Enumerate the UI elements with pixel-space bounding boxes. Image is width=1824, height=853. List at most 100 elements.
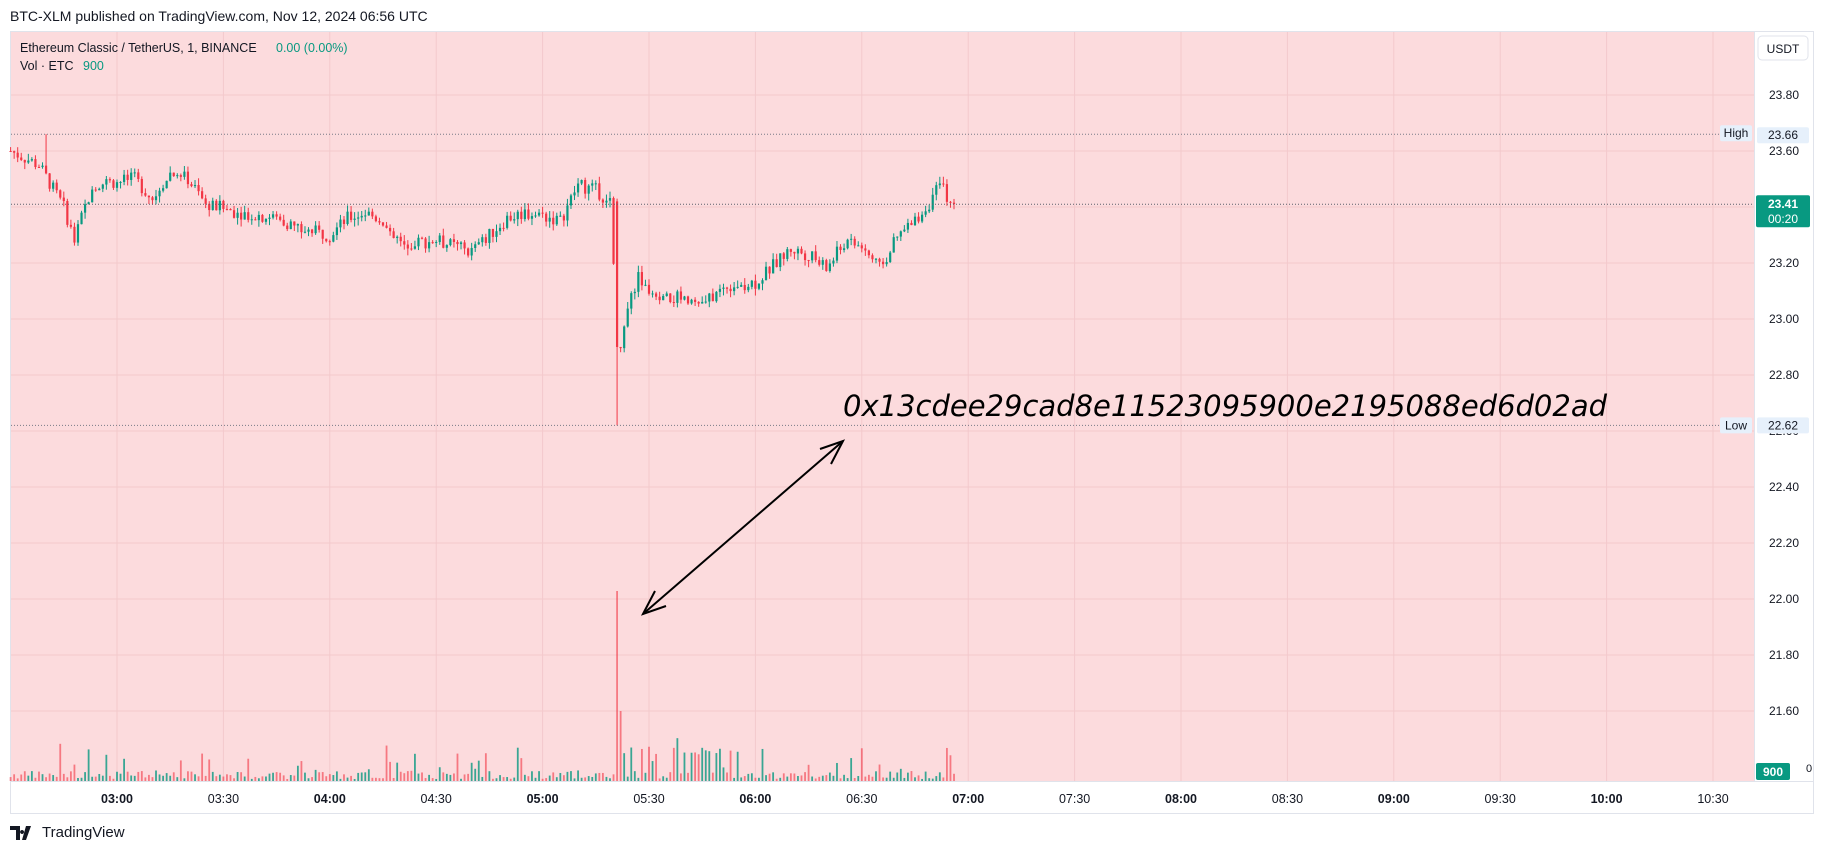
volume-bar (782, 773, 785, 781)
candle-body (452, 239, 456, 242)
volume-bar (346, 777, 349, 781)
low-marker-label-box (1720, 417, 1752, 434)
candle-body (346, 211, 349, 225)
volume-bar (807, 764, 810, 781)
candle-body (491, 228, 495, 237)
candle-body (651, 293, 654, 295)
candle-body (474, 244, 477, 248)
candle-body (619, 347, 622, 349)
volume-bar (55, 776, 58, 781)
candle-body (197, 185, 200, 192)
candle-body (264, 218, 268, 222)
candle-body (520, 211, 523, 220)
candle-body (701, 301, 704, 304)
candle-body (502, 227, 505, 229)
candle-body (587, 185, 590, 194)
time-tick-label: 06:00 (739, 792, 771, 806)
candle-body (286, 225, 289, 230)
volume-bar (201, 753, 204, 781)
candle-body (360, 215, 363, 218)
volume-bar (477, 760, 480, 781)
candle-body (321, 229, 324, 239)
candle-body (133, 172, 136, 174)
volume-bar (105, 754, 108, 781)
volume-bar (481, 776, 484, 781)
candle-body (172, 172, 175, 177)
volume-bar (27, 775, 30, 781)
time-tick-label: 03:00 (101, 792, 133, 806)
volume-bar (367, 769, 370, 781)
candle-body (144, 193, 147, 196)
candle-body (169, 172, 172, 181)
annotation-text[interactable]: 0x13cdee29cad8e11523095900e2195088ed6d02… (843, 389, 1608, 423)
legend-volume-value: 900 (83, 59, 104, 73)
candle-body (318, 225, 321, 230)
candle-body (435, 242, 438, 244)
volume-bar (215, 776, 218, 781)
candle-body (183, 171, 186, 177)
candle-body (690, 299, 693, 304)
volume-bar (449, 774, 452, 781)
candle-body (59, 190, 62, 198)
candle-body (889, 252, 892, 263)
volume-bar (364, 772, 367, 781)
candle-body (158, 190, 161, 197)
candle-body (332, 235, 335, 242)
volume-bar (410, 770, 413, 781)
volume-bar (623, 753, 626, 781)
candle-body (506, 215, 509, 228)
low-marker-value-box (1757, 417, 1809, 434)
volume-bar (236, 772, 239, 781)
candle-body (232, 210, 236, 218)
candle-body (396, 236, 399, 238)
volume-bar (424, 778, 427, 781)
currency-button[interactable] (1757, 35, 1809, 61)
volume-bar (339, 778, 342, 781)
candle-body (644, 284, 647, 286)
volume-bar (137, 771, 140, 781)
volume-bar (69, 771, 72, 781)
volume-bar (484, 753, 487, 781)
price-tick-label: 22.00 (1769, 592, 1799, 606)
volume-bar (566, 771, 569, 781)
volume-bar (683, 752, 686, 781)
candle-body (378, 221, 381, 223)
candle-body (83, 204, 87, 213)
candle-body (715, 291, 718, 302)
volume-bar (892, 777, 895, 781)
candle-body (722, 287, 725, 289)
annotation-arrow[interactable] (642, 440, 844, 615)
volume-bar (538, 771, 540, 781)
volume-bar (555, 777, 558, 781)
candle-body (325, 238, 328, 242)
candle-body (807, 260, 810, 262)
volume-bar (694, 752, 697, 781)
volume-bar (247, 758, 250, 781)
volume-bar (797, 776, 799, 781)
volume-bar (719, 748, 721, 781)
candle-body (41, 165, 44, 168)
candle-body (328, 241, 331, 243)
volume-bar (343, 774, 345, 781)
volume-bar (527, 776, 530, 781)
currency-label: USDT (1767, 42, 1800, 56)
volume-bar (314, 769, 317, 781)
volume-bar (389, 761, 391, 781)
candle-body (768, 266, 771, 274)
candle-body (481, 237, 484, 243)
volume-bar (385, 745, 388, 781)
candle-body (892, 237, 895, 253)
volume-bar (20, 774, 23, 781)
volume-bar (523, 774, 526, 781)
candle-body (403, 241, 406, 245)
volume-bar (492, 778, 494, 781)
candle-body (303, 231, 307, 233)
candle-body (750, 280, 753, 287)
candle-body (548, 217, 551, 222)
candle-body (516, 211, 519, 220)
volume-bar (375, 777, 377, 781)
volume-bar (87, 749, 90, 781)
volume-bar (953, 773, 955, 781)
volume-bar (66, 777, 69, 781)
